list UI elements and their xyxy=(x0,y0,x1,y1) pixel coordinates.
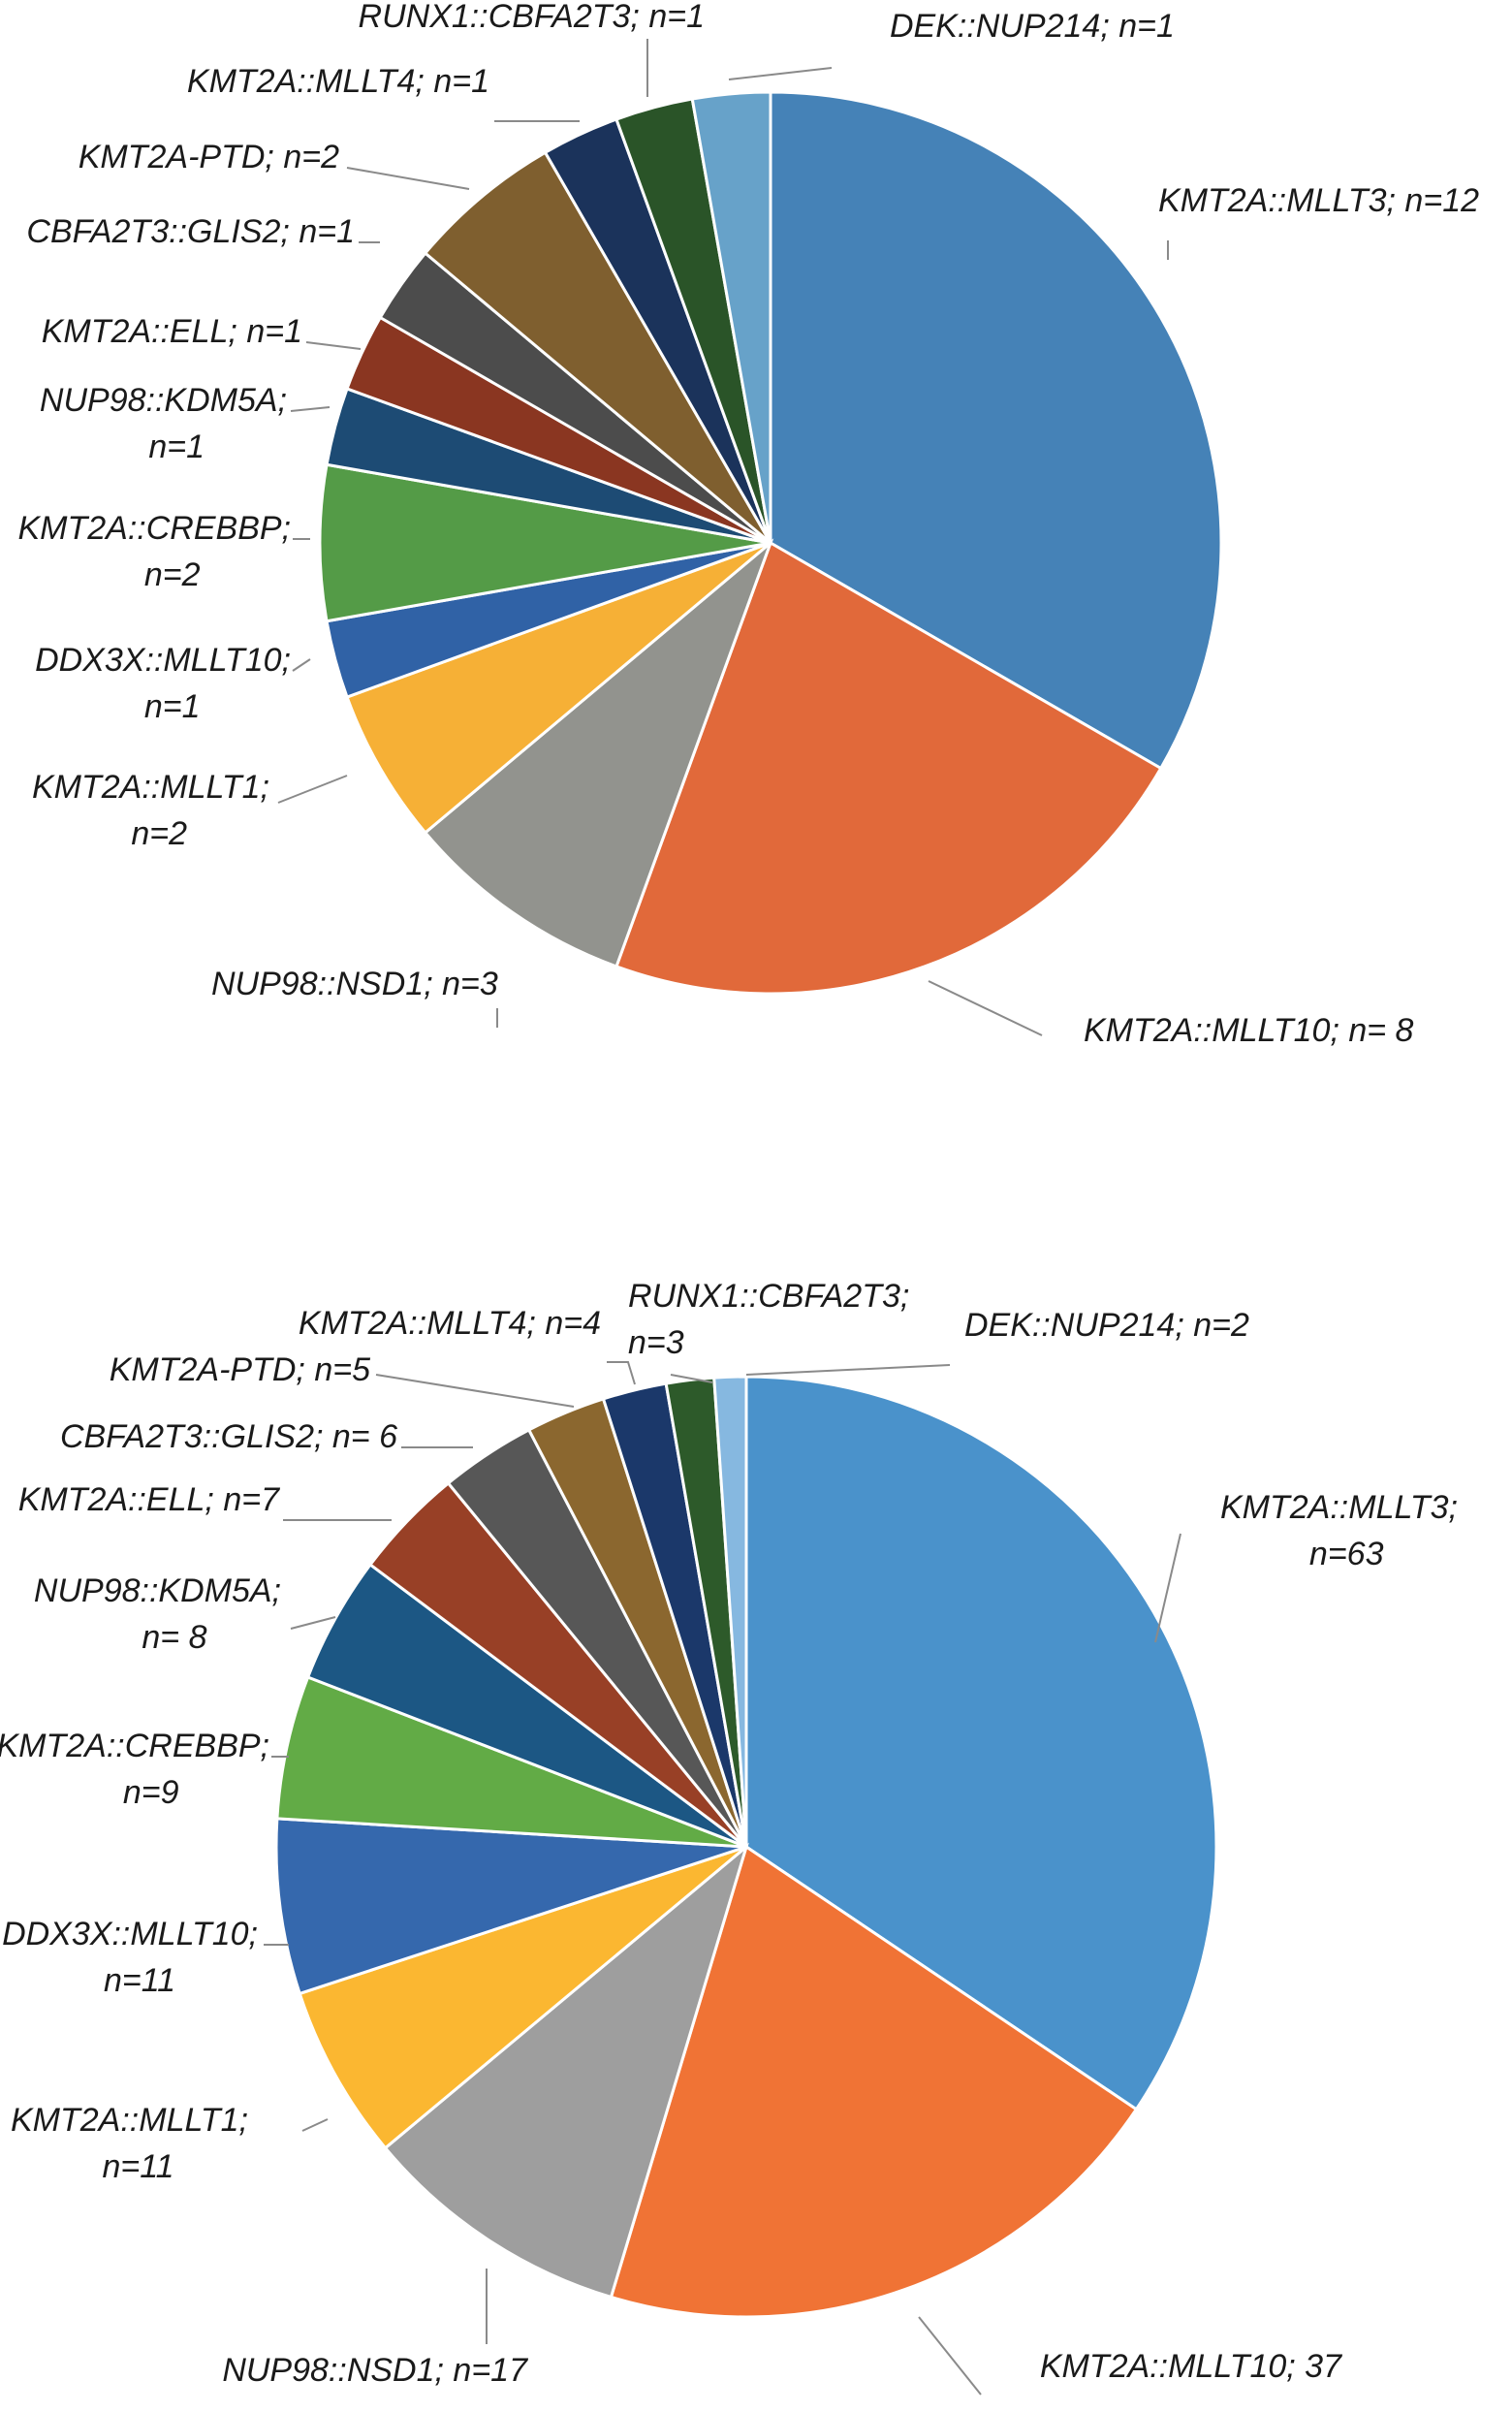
slice-label-kmt2a-ptd: KMT2A-PTD; n=5 xyxy=(110,1351,370,1388)
leader-line-kmt2a-mllt4 xyxy=(607,1361,636,1385)
pie-slice-kmt2a-crebbp xyxy=(275,1675,747,1849)
pie-slice-ddx3x-mllt10 xyxy=(274,1817,747,1996)
leader-line-runx1-cbfa2t3 xyxy=(670,1374,713,1383)
pie-slice-dek-nup214 xyxy=(690,90,772,544)
slice-label-cbfa2t3-glis2: CBFA2T3::GLIS2; n= 6 xyxy=(60,1418,397,1455)
slice-label-nup98-nsd1: NUP98::NSD1; n=17 xyxy=(222,2352,528,2389)
pie-slice-kmt2a-ptd xyxy=(423,150,772,545)
slice-label-kmt2a-mllt3: KMT2A::MLLT3; n=63 xyxy=(1220,1489,1458,1572)
leader-line-kmt2a-ptd xyxy=(346,167,470,190)
slice-label-kmt2a-mllt10: KMT2A::MLLT10; n= 8 xyxy=(1084,1012,1414,1049)
slice-label-kmt2a-mllt1: KMT2A::MLLT1; n=11 xyxy=(11,2102,248,2185)
slice-label-kmt2a-mllt10: KMT2A::MLLT10; 37 xyxy=(1040,2348,1342,2385)
slice-label-nup98-nsd1: NUP98::NSD1; n=3 xyxy=(211,966,498,1002)
leader-line-kmt2a-mllt10 xyxy=(928,980,1043,1036)
pie-slice-kmt2a-mllt3 xyxy=(769,90,1223,771)
slice-label-kmt2a-ell: KMT2A::ELL; n=1 xyxy=(42,313,302,350)
slice-label-nup98-kdm5a: NUP98::KDM5A; n=1 xyxy=(40,382,287,465)
pie-slice-dek-nup214 xyxy=(712,1375,748,1848)
slice-label-kmt2a-ptd: KMT2A-PTD; n=2 xyxy=(79,139,339,175)
slice-label-nup98-kdm5a: NUP98::KDM5A; n= 8 xyxy=(34,1572,281,1656)
leader-line-nup98-kdm5a xyxy=(290,406,331,412)
slice-label-ddx3x-mllt10: DDX3X::MLLT10; n=1 xyxy=(35,642,291,725)
pie-slice-nup98-nsd1 xyxy=(423,538,774,968)
slice-label-kmt2a-ell: KMT2A::ELL; n=7 xyxy=(18,1481,280,1518)
leader-line-kmt2a-ptd xyxy=(375,1374,575,1408)
slice-label-kmt2a-mllt1: KMT2A::MLLT1; n=2 xyxy=(32,769,269,852)
pie-slice-kmt2a-crebbp xyxy=(318,462,772,623)
leader-line-kmt2a-mllt1 xyxy=(301,2118,329,2132)
leader-line-kmt2a-ell xyxy=(305,341,362,350)
leader-line-kmt2a-mllt1 xyxy=(277,775,348,804)
pie-slice-kmt2a-mllt10 xyxy=(609,1844,1139,2319)
leader-line-ddx3x-mllt10 xyxy=(292,658,311,672)
slice-label-kmt2a-crebbp: KMT2A::CREBBP; n=9 xyxy=(0,1728,269,1811)
pie-slice-nup98-nsd1 xyxy=(383,1842,749,2300)
slice-label-kmt2a-mllt4: KMT2A::MLLT4; n=4 xyxy=(299,1305,601,1342)
slice-label-cbfa2t3-glis2: CBFA2T3::GLIS2; n=1 xyxy=(26,213,355,250)
leader-line-dek-nup214 xyxy=(745,1364,951,1376)
leader-line-kmt2a-mllt10 xyxy=(918,2316,982,2396)
pie-slice-kmt2a-mllt3 xyxy=(744,1375,1218,2111)
slice-label-kmt2a-mllt4: KMT2A::MLLT4; n=1 xyxy=(187,63,489,100)
pie-slice-kmt2a-mllt1 xyxy=(345,541,772,836)
leader-line-kmt2a-mllt3 xyxy=(1154,1533,1181,1643)
pie-slice-kmt2a-mllt10 xyxy=(614,540,1163,996)
slice-label-ddx3x-mllt10: DDX3X::MLLT10; n=11 xyxy=(2,1916,258,1999)
pie-slice-kmt2a-mllt1 xyxy=(298,1845,747,2150)
slice-label-dek-nup214: DEK::NUP214; n=2 xyxy=(964,1307,1249,1344)
slice-label-kmt2a-crebbp: KMT2A::CREBBP; n=2 xyxy=(17,510,291,593)
slice-label-runx1-cbfa2t3: RUNX1::CBFA2T3; n=3 xyxy=(628,1278,909,1361)
slice-label-runx1-cbfa2t3: RUNX1::CBFA2T3; n=1 xyxy=(359,0,705,35)
slice-label-kmt2a-mllt3: KMT2A::MLLT3; n=12 xyxy=(1158,182,1479,219)
leader-line-nup98-kdm5a xyxy=(290,1616,336,1630)
leader-line-dek-nup214 xyxy=(728,67,833,80)
slice-label-dek-nup214: DEK::NUP214; n=1 xyxy=(890,8,1175,45)
